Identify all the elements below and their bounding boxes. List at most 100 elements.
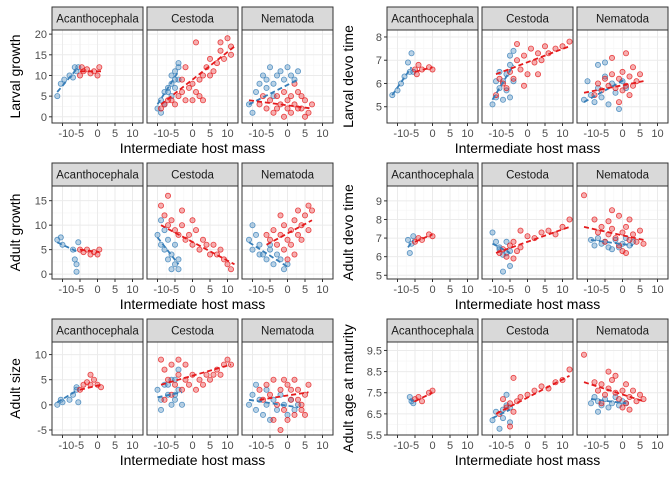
- x-tick-label: 5: [637, 440, 643, 452]
- x-tick-label: 10: [221, 284, 233, 296]
- data-point-red: [552, 231, 559, 238]
- data-point-red: [291, 217, 298, 224]
- data-point-blue: [291, 406, 298, 413]
- data-point-red: [581, 351, 588, 358]
- data-point-red: [418, 398, 425, 405]
- data-point-blue: [252, 231, 259, 238]
- y-tick-label: 0: [41, 112, 47, 124]
- data-point-blue: [609, 246, 616, 253]
- x-tick-label: 5: [207, 128, 213, 140]
- x-tick-label: 5: [447, 440, 453, 452]
- data-point-red: [206, 55, 213, 62]
- y-tick-label: 8.5: [367, 367, 382, 379]
- x-tick-label: 0: [429, 440, 435, 452]
- data-point-red: [213, 60, 220, 67]
- chart-adult-age-at-maturity: Acanthocephala-10-5 0 5 105.56.57.58.59.5Ce…: [340, 318, 669, 468]
- data-point-red: [602, 75, 609, 82]
- data-point-red: [266, 391, 273, 398]
- panel-larval-devo-time-1: Cestoda -10-5 0 5 10: [481, 6, 574, 140]
- data-point-red: [616, 212, 623, 219]
- data-point-red: [287, 241, 294, 248]
- x-tick-label: -10-5: [248, 440, 274, 452]
- x-tick-label: -10-5: [58, 128, 84, 140]
- data-point-red: [609, 225, 616, 232]
- x-tick-label: 0: [524, 440, 530, 452]
- data-point-blue: [270, 261, 277, 268]
- chart-adult-devo-time: Acanthocephala-10-5 0 5 1056789Cestoda-10-5…: [340, 162, 669, 312]
- facet-label: Acanthocephala: [56, 326, 139, 338]
- data-point-red: [298, 236, 305, 243]
- data-point-red: [566, 38, 573, 45]
- facet-label: Nematoda: [596, 326, 650, 338]
- data-point-blue: [245, 236, 252, 243]
- data-point-red: [301, 411, 308, 418]
- data-point-red: [171, 381, 178, 388]
- data-point-red: [263, 381, 270, 388]
- data-point-red: [157, 202, 164, 209]
- data-point-red: [305, 227, 312, 234]
- data-point-red: [185, 381, 192, 388]
- data-point-red: [270, 227, 277, 234]
- data-point-red: [305, 381, 312, 388]
- data-point-red: [528, 45, 535, 52]
- x-tick-label: -10-5: [393, 284, 419, 296]
- data-point-red: [91, 376, 98, 383]
- data-point-red: [552, 45, 559, 52]
- data-point-red: [94, 72, 101, 79]
- data-point-red: [291, 411, 298, 418]
- trend-line-red: [259, 391, 309, 401]
- data-point-red: [506, 423, 513, 430]
- data-point-red: [616, 75, 623, 82]
- data-point-red: [199, 72, 206, 79]
- data-point-red: [273, 241, 280, 248]
- data-point-red: [637, 391, 644, 398]
- facet-label: Nematoda: [261, 326, 315, 338]
- data-point-blue: [410, 233, 417, 240]
- trend-line-blue: [492, 242, 511, 254]
- data-point-red: [429, 387, 436, 394]
- data-point-blue: [266, 64, 273, 71]
- x-tick-label: 10: [556, 440, 568, 452]
- data-point-red: [263, 231, 270, 238]
- trend-line-blue: [248, 398, 299, 409]
- panel-adult-size-2: Nematoda -10-5 0 5 10: [241, 318, 334, 452]
- panel-adult-size-1: Cestoda -10-5 0 5 10: [146, 318, 239, 452]
- x-tick-label: 10: [126, 128, 138, 140]
- data-point-red: [517, 244, 524, 251]
- data-point-red: [280, 376, 287, 383]
- data-point-red: [531, 59, 538, 66]
- data-point-red: [591, 216, 598, 223]
- data-point-red: [609, 54, 616, 61]
- x-axis-title: Intermediate host mass: [120, 296, 266, 312]
- data-point-blue: [294, 68, 301, 75]
- data-point-red: [178, 89, 185, 96]
- data-point-blue: [277, 68, 284, 75]
- y-axis-title: Larval devo time: [340, 25, 356, 128]
- trend-line-blue: [56, 241, 79, 253]
- x-tick-label: -10-5: [488, 284, 514, 296]
- data-point-red: [298, 93, 305, 100]
- x-tick-label: 0: [189, 284, 195, 296]
- panel-larval-devo-time-2: Nematoda -10-5 0 5 10: [576, 6, 669, 140]
- trend-line-red: [414, 66, 433, 73]
- data-point-blue: [595, 408, 602, 415]
- trend-line-blue: [583, 78, 627, 103]
- x-tick-label: -10-5: [248, 284, 274, 296]
- data-point-blue: [616, 244, 623, 251]
- data-point-blue: [164, 256, 171, 263]
- x-tick-label: 5: [542, 128, 548, 140]
- data-point-red: [164, 192, 171, 199]
- data-point-red: [217, 47, 224, 54]
- data-point-red: [168, 217, 175, 224]
- x-tick-label: -10-5: [488, 440, 514, 452]
- data-point-red: [619, 229, 626, 236]
- trend-line-red: [266, 219, 313, 246]
- y-axis-title: Adult size: [7, 358, 23, 419]
- data-point-red: [206, 251, 213, 258]
- y-tick-label: 9: [376, 196, 382, 208]
- data-point-red: [514, 248, 521, 255]
- data-point-red: [168, 97, 175, 104]
- data-point-blue: [259, 72, 266, 79]
- data-point-red: [291, 376, 298, 383]
